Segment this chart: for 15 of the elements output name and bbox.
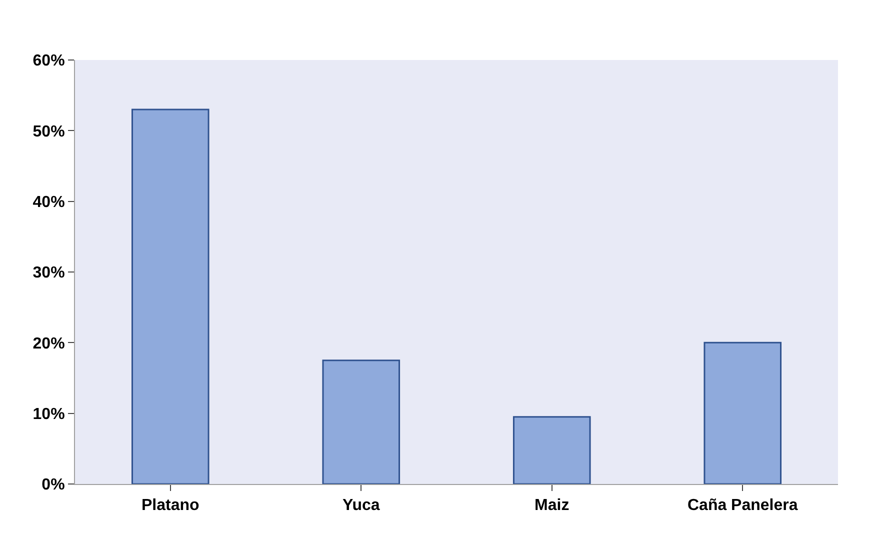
x-tick-label: Caña Panelera xyxy=(687,497,798,514)
y-tick-label: 10% xyxy=(32,406,65,423)
bar xyxy=(704,342,782,484)
bar xyxy=(131,108,210,484)
y-tick-label: 20% xyxy=(32,335,65,352)
bar xyxy=(322,360,400,484)
y-tick-label: 40% xyxy=(32,194,65,211)
y-tick-label: 30% xyxy=(32,264,65,282)
bar xyxy=(512,416,591,484)
y-tick-label: 0% xyxy=(42,476,65,494)
y-tick-label: 50% xyxy=(32,123,65,140)
y-tick-label: 60% xyxy=(32,52,65,70)
x-tick-label: Platano xyxy=(141,497,200,514)
x-tick-label: Yuca xyxy=(342,497,380,514)
x-tick-label: Maiz xyxy=(534,497,570,514)
